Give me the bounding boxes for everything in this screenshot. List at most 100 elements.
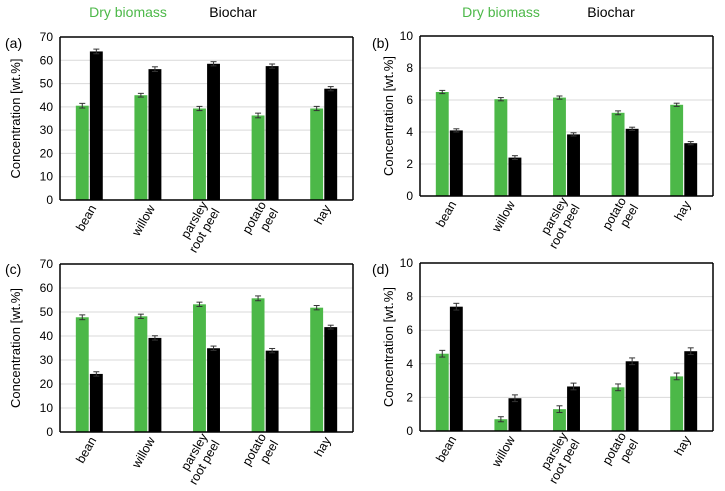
y-tick-label: 60 (40, 53, 54, 67)
error-bar (255, 295, 262, 302)
y-axis-label: Concentration [wt.%] (8, 288, 23, 408)
error-bar (313, 105, 320, 112)
y-tick-label: 4 (406, 357, 413, 371)
legend-biochar-left: Biochar (209, 4, 257, 20)
chart-panel-b: (b) 0 2 4 6 8 10 Concentration [wt.%] bean willow… (372, 29, 714, 251)
error-bar (196, 301, 203, 307)
bar-biochar (265, 66, 279, 200)
error-bar (556, 95, 563, 100)
bar-dry-biomass (670, 376, 684, 431)
legend-biochar-right: Biochar (587, 4, 635, 20)
y-tick-label: 10 (40, 170, 54, 184)
x-tick-label: willow (129, 202, 159, 240)
y-tick-label: 40 (40, 329, 54, 343)
bar-dry-biomass (670, 104, 684, 196)
legend-dry-left: Dry biomass (89, 4, 167, 20)
x-tick-label: hay (672, 433, 695, 458)
error-bar (151, 66, 158, 72)
y-tick-label: 0 (406, 424, 413, 438)
error-bar (196, 105, 203, 112)
x-tick-label: bean (73, 202, 99, 233)
error-bar (210, 61, 217, 67)
error-bar (511, 155, 518, 161)
error-bar (570, 132, 577, 137)
bar-dry-biomass (193, 304, 206, 432)
bar-biochar (567, 386, 580, 431)
y-tick-label: 10 (400, 256, 414, 270)
error-bar (453, 128, 460, 133)
bar-dry-biomass (611, 387, 625, 431)
bar-dry-biomass (134, 316, 148, 432)
bar-dry-biomass (310, 307, 324, 432)
error-bar (327, 86, 334, 92)
error-bar (673, 102, 680, 107)
bar-biochar (449, 306, 463, 431)
y-tick-label: 8 (406, 61, 413, 75)
error-bar (327, 324, 334, 330)
bar-dry-biomass (251, 115, 265, 200)
x-tick-label: hay (312, 434, 335, 459)
bar-dry-biomass (611, 112, 625, 196)
x-tick-label: potatopeel (600, 195, 642, 239)
error-bar (151, 335, 158, 341)
error-bar (629, 357, 636, 366)
bar-biochar (324, 88, 338, 200)
y-axis-label: Concentration [wt.%] (8, 59, 23, 179)
error-bar (673, 372, 680, 381)
error-bar (210, 345, 217, 351)
bar-dry-biomass (494, 419, 508, 431)
bar-dry-biomass (553, 97, 566, 196)
bar-biochar (148, 69, 162, 201)
panel-label: (c) (5, 261, 21, 277)
bar-dry-biomass (435, 353, 449, 431)
x-tick-label: willow (489, 198, 519, 236)
bar-dry-biomass (251, 298, 265, 432)
error-bar (79, 314, 86, 321)
bar-dry-biomass (435, 92, 449, 196)
y-tick-label: 8 (406, 290, 413, 304)
bar-biochar (148, 337, 162, 432)
error-bar (629, 126, 636, 131)
y-tick-label: 4 (406, 125, 413, 139)
y-tick-label: 2 (406, 390, 413, 404)
bar-dry-biomass (75, 105, 89, 200)
y-tick-label: 10 (40, 401, 54, 415)
error-bar (255, 112, 262, 119)
bar-dry-biomass (553, 409, 566, 431)
bar-dry-biomass (75, 317, 89, 432)
x-tick-label: parsleyroot peel (174, 198, 223, 255)
bar-biochar (684, 351, 698, 431)
error-bar (313, 305, 320, 311)
y-axis-label: Concentration [wt.%] (381, 56, 396, 176)
bar-dry-biomass (494, 99, 508, 196)
y-tick-label: 40 (40, 100, 54, 114)
bar-biochar (508, 398, 522, 431)
x-tick-label: parsleyroot peel (534, 429, 583, 486)
error-bar (93, 48, 100, 55)
y-tick-label: 2 (406, 157, 413, 171)
y-tick-label: 6 (406, 323, 413, 337)
error-bar (687, 347, 694, 356)
x-tick-label: willow (489, 433, 519, 471)
error-bar (137, 92, 144, 98)
chart-panel-a: (a) 0 10 20 30 40 50 60 70 Concentration [wt.%] be… (5, 30, 354, 255)
panel-label: (a) (5, 35, 22, 51)
y-tick-label: 10 (400, 29, 414, 43)
panel-label: (d) (372, 261, 389, 277)
y-tick-label: 50 (40, 305, 54, 319)
bar-dry-biomass (193, 108, 206, 200)
x-tick-label: bean (73, 434, 99, 465)
y-tick-label: 0 (46, 425, 53, 439)
y-tick-label: 20 (40, 377, 54, 391)
y-tick-label: 50 (40, 77, 54, 91)
y-tick-label: 60 (40, 281, 54, 295)
error-bar (439, 89, 446, 95)
bar-dry-biomass (310, 108, 324, 200)
y-tick-label: 30 (40, 353, 54, 367)
error-bar (269, 63, 276, 69)
x-tick-label: potatopeel (240, 431, 282, 475)
error-bar (269, 347, 276, 354)
chart-panel-c: (c) 0 10 20 30 40 50 60 70 Concentration [wt.%] be… (5, 257, 354, 487)
error-bar (79, 102, 86, 109)
